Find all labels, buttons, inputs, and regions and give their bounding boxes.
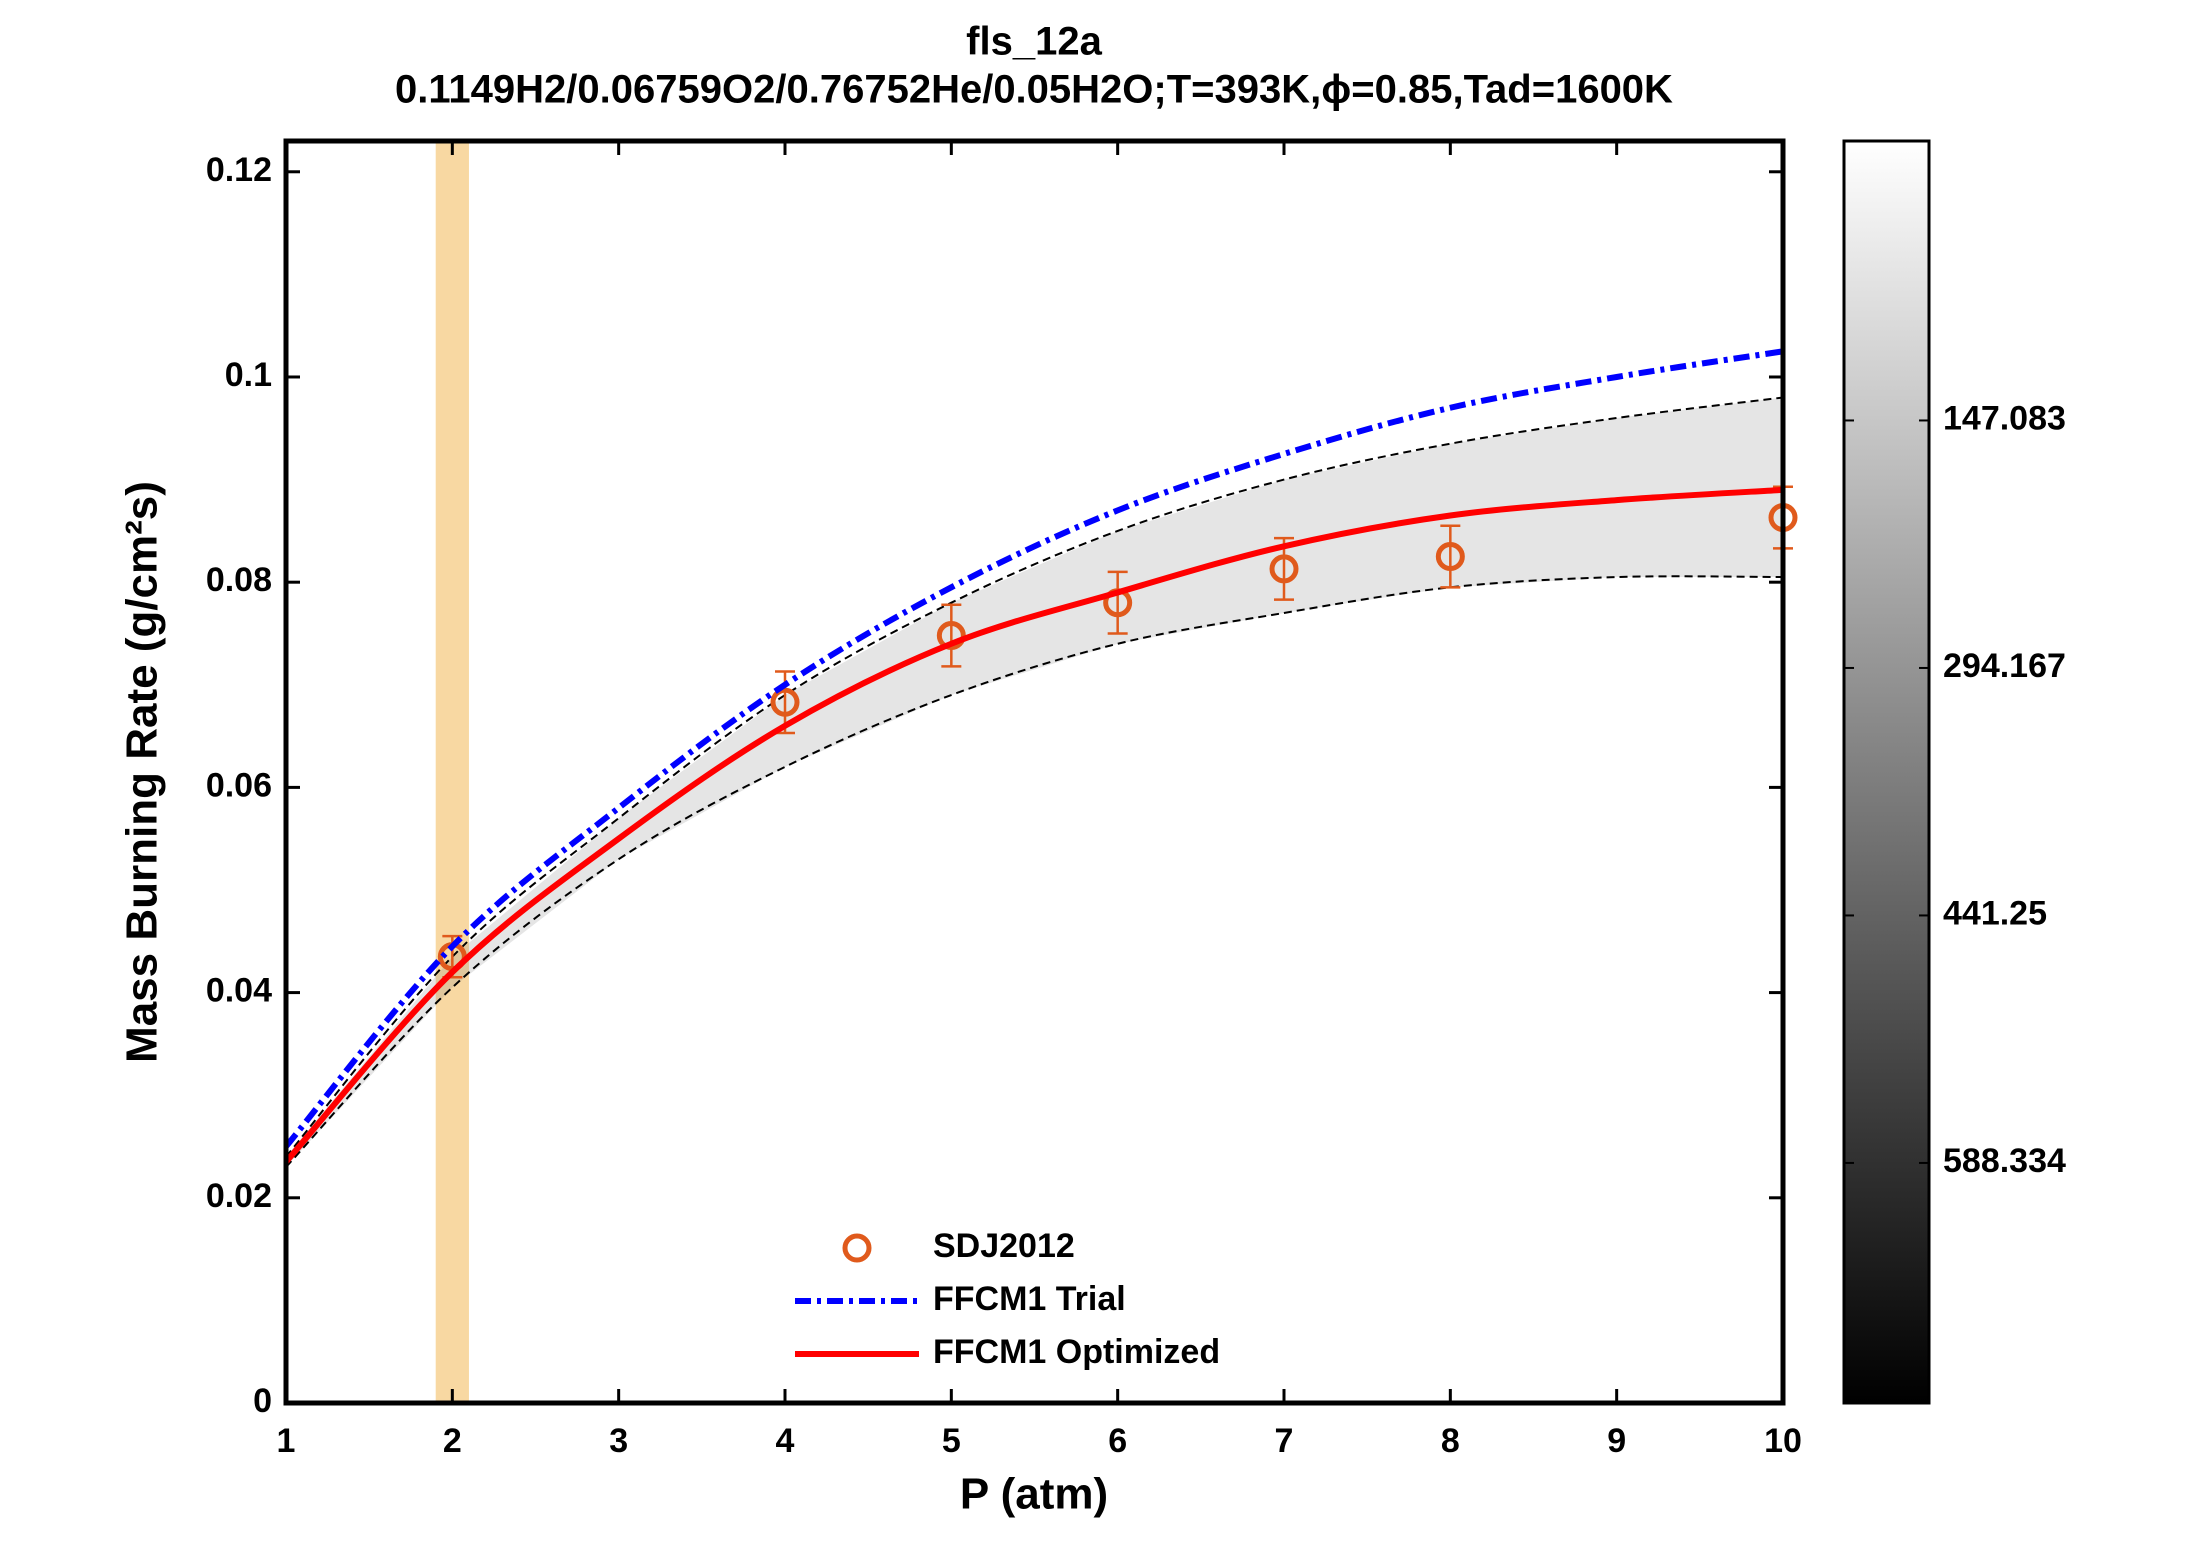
plot-frame [283,138,1786,1406]
y-tick-label: 0.1 [225,356,272,394]
error-bar [941,603,962,668]
y-tick-label: 0.06 [206,766,272,804]
data-point [1435,542,1465,572]
legend-label: FFCM1 Trial [933,1280,1126,1318]
x-tick-label: 10 [1764,1422,1802,1460]
colorbar-tick-label: 294.167 [1943,647,2066,685]
x-tick-label: 4 [776,1422,795,1460]
x-tick-label: 9 [1607,1422,1626,1460]
y-tick-label: 0.12 [206,151,272,189]
series-line [283,486,1784,1164]
error-bar [1440,524,1461,589]
x-tick-label: 6 [1108,1422,1127,1460]
chart-title: fls_12a [966,20,1102,64]
y-tick-label: 0.04 [206,972,272,1010]
legend-marker [842,1233,872,1263]
error-bar [1107,570,1128,635]
x-axis-label: P (atm) [960,1470,1108,1519]
x-tick-label: 3 [609,1422,628,1460]
highlight-band [435,141,469,1403]
x-tick-label: 8 [1441,1422,1460,1460]
legend-label: FFCM1 Optimized [933,1333,1220,1371]
bound-line [285,396,1784,1158]
y-tick-label: 0.08 [206,561,272,599]
y-tick-label: 0.02 [206,1177,272,1215]
y-axis-label: Mass Burning Rate (g/cm²s) [118,481,167,1063]
series-line [283,348,1784,1149]
data-point [770,687,800,717]
colorbar-tick-label: 588.334 [1943,1142,2066,1180]
uncertainty-shade [286,397,1783,1168]
chart-subtitle: 0.1149H2/0.06759O2/0.76752He/0.05H2O;T=3… [395,68,1673,112]
x-tick-label: 5 [942,1422,961,1460]
bound-line [285,575,1784,1168]
data-point [936,621,966,651]
colorbar-tick-label: 441.25 [1943,894,2047,932]
x-tick-label: 7 [1275,1422,1294,1460]
legend-label: SDJ2012 [933,1227,1075,1265]
data-point [1269,554,1299,584]
colorbar [1842,139,1931,1405]
x-tick-label: 2 [443,1422,462,1460]
y-tick-label: 0 [253,1382,272,1420]
x-tick-label: 1 [277,1422,296,1460]
colorbar-tick-label: 147.083 [1943,399,2066,437]
